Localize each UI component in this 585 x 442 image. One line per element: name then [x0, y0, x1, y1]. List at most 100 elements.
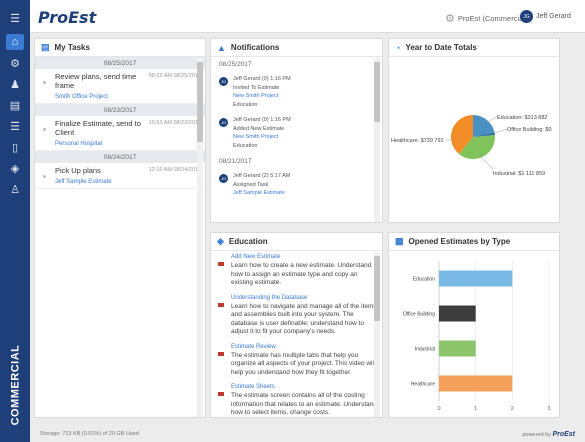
notification-link[interactable]: Jeff Sample Estimate	[233, 190, 285, 196]
task-title: Review plans, send time frame	[55, 72, 137, 90]
opened-estimates-panel: ▩ Opened Estimates by Type 0 1 2 3 Education…	[388, 232, 560, 418]
user-icon[interactable]: ♙	[10, 183, 20, 196]
my-tasks-panel: ▤ My Tasks 08/25/2017 Review plans, send…	[34, 38, 206, 418]
pie-slice-office[interactable]	[473, 132, 495, 138]
pie-slice-industrial[interactable]	[459, 135, 495, 160]
list-icon[interactable]: ☰	[10, 120, 20, 133]
bar-education[interactable]	[439, 270, 513, 287]
calendar-icon: ▤	[41, 42, 50, 52]
opened-estimates-chart: 0 1 2 3 Education Office Building Industrial He…	[403, 261, 551, 412]
education-title[interactable]: Estimate Review	[231, 343, 276, 350]
reports-icon[interactable]: ▯	[11, 141, 19, 154]
pie-label-healthcare: Healthcare: $739 791	[391, 138, 444, 144]
notification-item[interactable]: JG Jeff Gerard (9) 1:16 PM Invited To Es…	[211, 72, 382, 113]
task-item[interactable]: Pick Up plans Jeff Sample Estimate 12:16…	[35, 163, 205, 189]
pie-label-office: Office Building: $0	[507, 127, 552, 133]
task-title: Pick Up plans	[55, 166, 101, 175]
panel-header: ◈ Education	[211, 233, 382, 251]
bar-healthcare[interactable]	[439, 375, 513, 392]
footer-brand: ProEst	[552, 430, 575, 438]
scroll-thumb[interactable]	[374, 256, 380, 321]
video-icon	[218, 392, 224, 396]
education-item[interactable]: Add New Estimate Learn how to create a n…	[211, 251, 382, 292]
education-description: The estimate screen contains all of the …	[231, 392, 377, 416]
notification-date: 08/25/2017	[219, 61, 252, 68]
education-description: Learn how to create a new estimate. Unde…	[231, 262, 372, 286]
notification-author: Jeff Gerard (2) 5:17 AM	[233, 173, 291, 179]
panel-title: Notifications	[230, 43, 280, 52]
task-link[interactable]: Smith Office Project	[55, 94, 108, 100]
task-link[interactable]: Jeff Sample Estimate	[55, 179, 112, 185]
company-switcher[interactable]: ⚙ ProEst (Commercial)	[445, 12, 527, 25]
task-time: 10:53 AM 08/23/2017	[148, 120, 201, 126]
task-time: 12:16 AM 08/24/2017	[148, 167, 201, 173]
ytd-pie-chart: Education: $313 882 Office Building: $0 …	[391, 114, 552, 177]
task-link[interactable]: Personal Hospital	[55, 141, 103, 147]
bar-industrial[interactable]	[439, 340, 476, 357]
sidebar: ☰ ⌂ ⚙ ♟ ▤ ☰ ▯ ◈ ♙ COMMERCIAL	[0, 0, 30, 442]
notification-item[interactable]: JG Jeff Gerard (9) 1:16 PM Added New Est…	[211, 113, 382, 154]
video-icon	[218, 351, 224, 356]
education-item[interactable]: Estimate Review The estimate has multipl…	[211, 341, 382, 382]
task-item[interactable]: Finalize Estimate, send to Client Person…	[35, 116, 205, 151]
education-description: Learn how to navigate and manage all of …	[231, 302, 377, 336]
bullet-icon	[43, 175, 46, 178]
notification-action: Assigned Task	[233, 181, 269, 188]
x-tick-label: 0	[437, 406, 440, 412]
education-item[interactable]: Understanding the Database Learn how to …	[211, 292, 382, 341]
education-title[interactable]: Understanding the Database	[231, 294, 308, 301]
panel-title: Opened Estimates by Type	[408, 237, 511, 246]
ytd-panel: ◔ Year to Date Totals Education: $313 88…	[388, 38, 560, 223]
education-title[interactable]: Estimate Sheets	[231, 384, 275, 390]
x-tick-label: 2	[511, 406, 514, 412]
notification-link[interactable]: New Smith Project	[233, 134, 279, 140]
logo[interactable]: ProEst	[38, 8, 97, 27]
education-item[interactable]: Estimate Sheets The estimate screen cont…	[211, 381, 382, 417]
scroll-thumb[interactable]	[197, 62, 203, 142]
notification-item[interactable]: JG Jeff Gerard (2) 5:17 AM Assigned Task…	[211, 169, 382, 202]
video-icon	[218, 262, 224, 266]
task-title: Finalize Estimate, send to Client	[55, 119, 141, 137]
home-icon[interactable]: ⌂	[6, 34, 24, 50]
user-menu[interactable]: JG Jeff Gerard	[520, 10, 571, 23]
task-date: 08/25/2017	[35, 57, 205, 69]
avatar: JG	[219, 77, 228, 86]
bar-office-building[interactable]	[439, 305, 476, 322]
education-panel: ◈ Education Add New Estimate Learn how t…	[210, 232, 383, 418]
settings-icon[interactable]: ⚙	[10, 57, 20, 70]
pie-slice-healthcare[interactable]	[450, 114, 473, 154]
user-name: Jeff Gerard	[536, 13, 571, 20]
gear-icon: ⚙	[445, 13, 455, 25]
users-icon[interactable]: ♟	[10, 78, 20, 91]
video-icon	[218, 302, 224, 307]
education-title[interactable]: Add New Estimate	[231, 254, 281, 260]
graduation-cap-icon: ◈	[217, 236, 224, 246]
scroll-thumb[interactable]	[374, 62, 380, 122]
education-description: The estimate has multiple tabs that help…	[231, 351, 376, 376]
panel-header: ▲ Notifications	[211, 39, 382, 57]
powered-by-label: powered by	[522, 431, 551, 438]
panel-title: My Tasks	[54, 43, 90, 52]
layers-icon[interactable]: ◈	[10, 162, 20, 175]
panel-header: ▩ Opened Estimates by Type	[389, 233, 559, 251]
notifications-scrollbar[interactable]	[374, 58, 380, 222]
task-item[interactable]: Review plans, send time frame Smith Offi…	[35, 69, 205, 104]
estimates-icon[interactable]: ▤	[9, 99, 21, 112]
tasks-scrollbar[interactable]	[197, 58, 203, 417]
pie-slice-education[interactable]	[473, 115, 495, 137]
task-time: 08:22 AM 08/25/2017	[148, 73, 201, 79]
menu-icon[interactable]: ☰	[10, 12, 20, 25]
avatar: JG	[219, 118, 228, 127]
task-date: 08/23/2017	[35, 104, 205, 116]
x-tick-label: 1	[474, 406, 477, 412]
leader-line	[486, 116, 498, 123]
notification-action: Invited To Estimate	[233, 84, 280, 91]
education-scrollbar[interactable]	[374, 252, 380, 417]
notification-date: 08/21/2017	[219, 158, 252, 165]
pie-label-industrial: Industrial: $1 111 859	[493, 171, 545, 177]
pie-label-education: Education: $313 882	[497, 115, 547, 121]
y-tick-label: Healthcare	[411, 382, 435, 388]
panel-header: ◔ Year to Date Totals	[389, 39, 559, 57]
notification-link[interactable]: New Smith Project	[233, 93, 279, 99]
panel-title: Education	[228, 237, 268, 246]
